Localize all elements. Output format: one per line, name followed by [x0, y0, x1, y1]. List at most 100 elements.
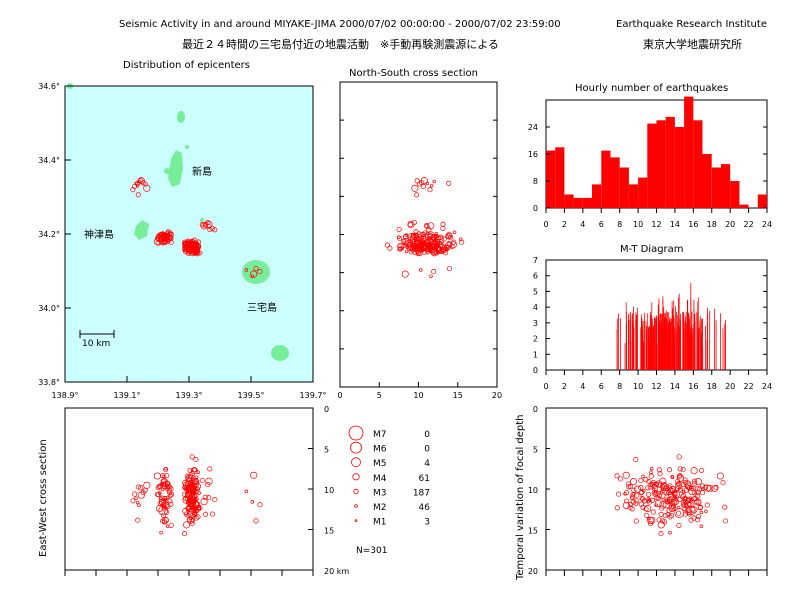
ns-quake-point [426, 227, 432, 233]
ew-quake-point [134, 496, 138, 500]
map-quake-point [250, 270, 258, 278]
ns-quake-point [408, 236, 414, 242]
hourly-bar [638, 177, 648, 208]
ew-quake-point [135, 500, 140, 505]
td-quake-point [680, 481, 686, 487]
td-quake-point [720, 480, 726, 486]
ew-quake-point [205, 482, 211, 488]
ew-quake-point [160, 502, 166, 508]
td-quake-point [616, 491, 622, 497]
ew-ylabel: East-West cross section [38, 439, 49, 557]
ew-quake-point [182, 491, 188, 497]
mt-x-tick-label: 2 [562, 382, 567, 391]
ew-quake-point [184, 473, 190, 479]
td-quake-point [648, 516, 656, 524]
ew-quake-point [192, 478, 200, 486]
td-quake-point [703, 484, 709, 490]
mt-y-tick-label: 0 [533, 366, 538, 375]
ns-quake-point [411, 219, 417, 226]
td-quake-point [641, 474, 645, 479]
legend-count: 0 [424, 430, 430, 440]
ew-quake-point [195, 490, 199, 494]
ew-quake-point [187, 486, 193, 492]
ew-quake-point [182, 496, 190, 504]
hourly-bar [592, 184, 602, 208]
td-quake-point [692, 480, 698, 487]
legend-total: N=301 [356, 546, 387, 556]
hourly-y-tick-label: 24 [528, 123, 538, 132]
map-quake-point [186, 244, 197, 254]
ew-quake-point [205, 477, 213, 485]
ew-quake-point [160, 518, 166, 524]
ew-quake-point [185, 474, 193, 482]
hourly-bar [628, 184, 639, 208]
ew-quake-point [189, 513, 195, 519]
epicenter-map: 新島 神津島 三宅島 10 km 138.9° 139.1° 139.3° 139.5… [38, 82, 326, 400]
ns-quake-point [459, 237, 463, 242]
map-title: Distribution of epicenters [123, 60, 250, 71]
ns-quake-point [396, 226, 402, 232]
td-quake-point [674, 481, 683, 489]
hourly-bar [702, 154, 712, 208]
map-quake-point [199, 222, 205, 228]
td-quake-point [684, 480, 692, 488]
ns-quake-point [387, 245, 393, 251]
mt-y-tick-label: 5 [533, 287, 538, 296]
hourly-x-tick-label: 20 [725, 220, 735, 229]
ns-quake-point [425, 244, 433, 253]
hourly-bar [573, 197, 583, 208]
map-axes: 138.9° 139.1° 139.3° 139.5° 139.7° 34.6° 34.4°… [38, 82, 326, 400]
mt-x-tick-label: 4 [580, 382, 585, 391]
td-ylabel: Temporal variation of focal depth [515, 414, 526, 581]
map-x-tick-label: 139.1° [114, 391, 141, 400]
hourly-bar [555, 147, 565, 209]
hourly-bar [674, 127, 685, 208]
map-quake-point [138, 178, 144, 184]
hourly-y-tick-label: 16 [528, 150, 538, 159]
legend-symbol [351, 457, 361, 468]
td-quake-point [706, 485, 714, 493]
ns-quake-point [426, 243, 432, 249]
ew-depth-tick-label: 0 [324, 405, 329, 414]
td-quake-point [676, 482, 680, 487]
mt-y-tick-label: 7 [533, 256, 538, 265]
td-quake-point [649, 470, 653, 474]
ns-quake-point [427, 187, 433, 193]
ns-quake-point [411, 243, 417, 249]
ew-depth-tick-label: 10 [324, 486, 334, 495]
hourly-y-tick-label: 8 [533, 177, 538, 186]
td-quake-point [680, 466, 686, 473]
ns-axes: 0 5 10 15 20 [337, 81, 502, 400]
td-quake-point [631, 487, 637, 493]
ew-quake-point [189, 490, 195, 496]
td-quake-point [670, 475, 675, 479]
td-quake-point [722, 504, 728, 510]
ew-quake-point [190, 467, 198, 475]
td-quake-point [622, 471, 630, 479]
td-quake-point [634, 492, 640, 498]
legend-symbol [348, 425, 364, 441]
ew-quake-point [130, 498, 136, 504]
ew-quake-point [250, 471, 258, 479]
legend-label: M7 [373, 430, 387, 440]
ew-quake-point [164, 473, 170, 479]
td-quake-point [677, 466, 683, 472]
mt-x-tick-label: 0 [543, 382, 548, 391]
td-quake-point [638, 501, 644, 507]
label-niijima: 新島 [192, 165, 212, 178]
legend-label: M4 [373, 474, 387, 484]
map-quake-point [203, 221, 209, 227]
hourly-bar [684, 96, 694, 208]
legend-label: M1 [373, 518, 387, 528]
td-quake-point [654, 503, 658, 507]
legend-count: 4 [424, 459, 430, 469]
td-quake-point [676, 454, 682, 460]
ew-quake-point [137, 491, 145, 499]
ew-axes: 0 5 10 15 20 km [64, 405, 349, 576]
ew-quake-point [209, 511, 215, 517]
mt-lines [616, 282, 726, 370]
td-quake-layer [614, 454, 729, 537]
td-quake-point [697, 486, 703, 492]
ns-quake-point [414, 240, 420, 246]
mt-y-tick-label: 3 [533, 319, 538, 328]
